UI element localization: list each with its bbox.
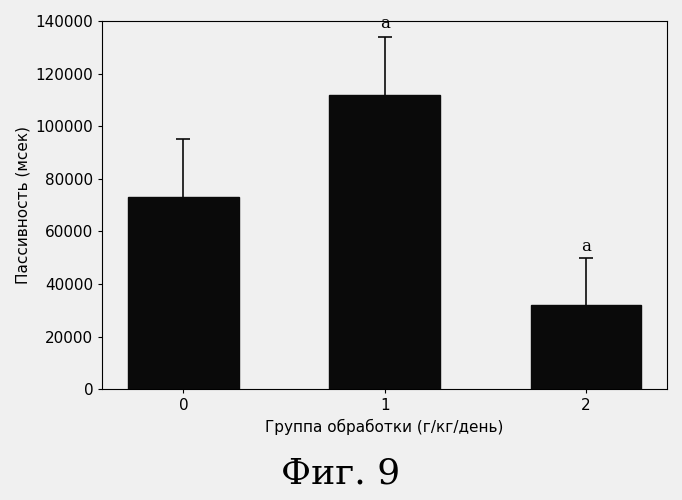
Bar (531, 305, 641, 390)
Bar (329, 94, 440, 390)
Text: a: a (581, 238, 591, 255)
Y-axis label: Пассивность (мсек): Пассивность (мсек) (15, 126, 30, 284)
Text: a: a (380, 14, 389, 32)
Bar (128, 197, 239, 390)
Text: Фиг. 9: Фиг. 9 (282, 456, 400, 490)
X-axis label: Группа обработки (г/кг/день): Группа обработки (г/кг/день) (265, 419, 504, 435)
